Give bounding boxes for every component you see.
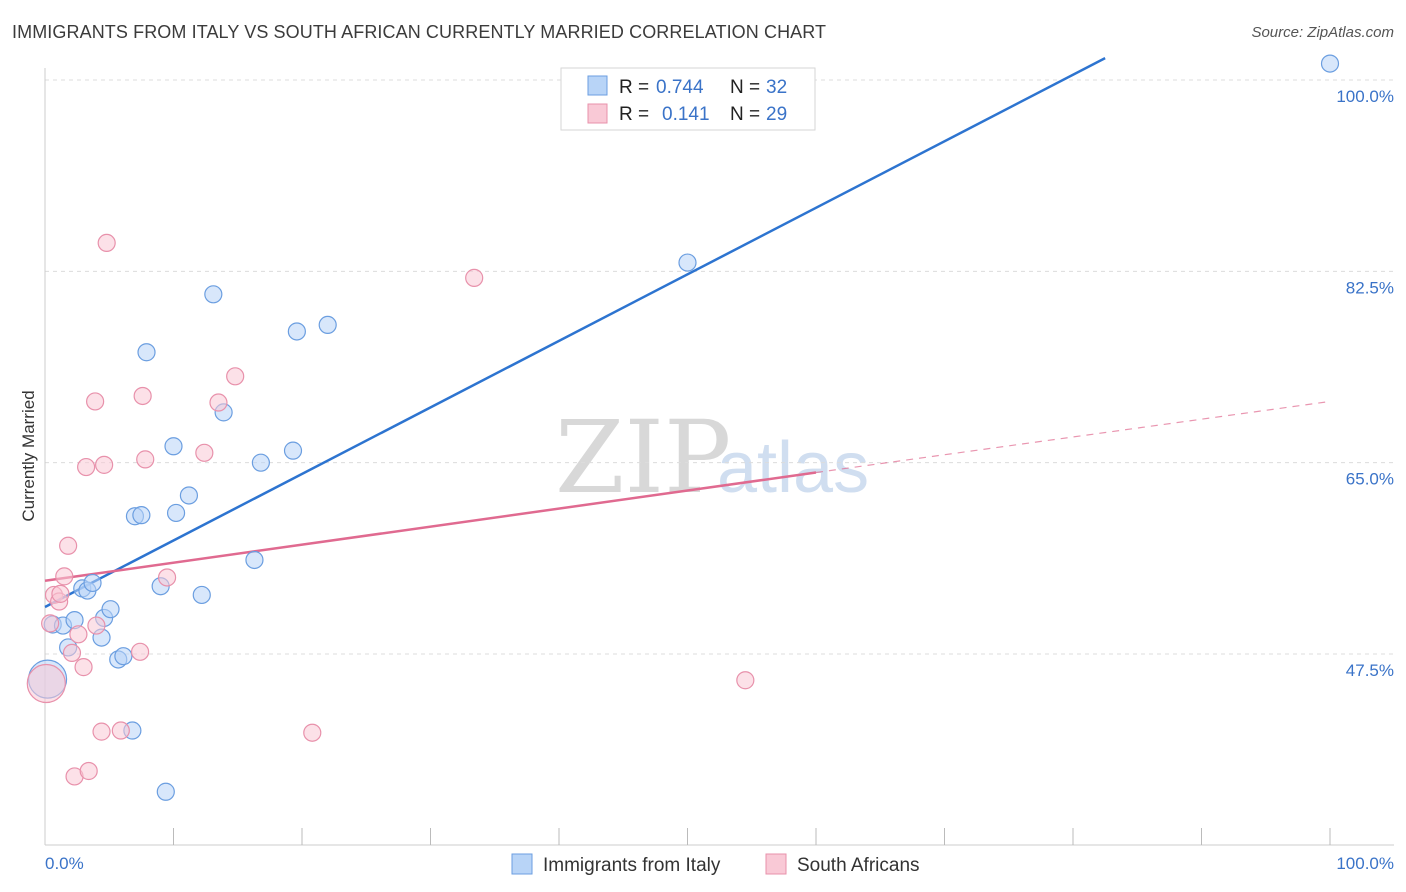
chart-title: IMMIGRANTS FROM ITALY VS SOUTH AFRICAN C… bbox=[12, 22, 827, 42]
italy-point bbox=[83, 573, 102, 593]
south-africans-point bbox=[26, 663, 66, 704]
italy-point bbox=[192, 585, 211, 605]
south-africans-point bbox=[62, 643, 82, 663]
italy-point bbox=[318, 315, 337, 335]
south-africans-point bbox=[130, 642, 150, 661]
south-africans-point bbox=[195, 443, 214, 462]
south-africans-point bbox=[95, 455, 114, 474]
series-legend-label-south-africans: South Africans bbox=[797, 855, 920, 876]
italy-point bbox=[283, 441, 303, 460]
legend-r-value-blue: 0.744 bbox=[656, 77, 704, 98]
south-africans-point bbox=[77, 457, 96, 477]
south-africans-point bbox=[209, 393, 228, 412]
italy-point bbox=[156, 782, 175, 801]
legend-r-label-pink: R = bbox=[619, 104, 649, 125]
italy-point bbox=[132, 506, 151, 525]
chart-source: Source: ZipAtlas.com bbox=[1251, 24, 1394, 41]
series-legend-swatch-south-africans bbox=[765, 853, 787, 875]
x-tick-label-max: 100.0% bbox=[1336, 854, 1394, 873]
italy-point bbox=[166, 503, 186, 523]
y-tick-label: 65.0% bbox=[1346, 470, 1394, 489]
series-legend-swatch-italy bbox=[511, 853, 533, 875]
italy-point bbox=[179, 486, 199, 505]
legend-n-label-pink: N = bbox=[730, 104, 760, 125]
south-africans-point bbox=[226, 367, 245, 386]
italy-point bbox=[678, 253, 697, 272]
south-africans-point bbox=[86, 392, 105, 411]
south-africans-point bbox=[465, 268, 484, 287]
y-tick-label: 47.5% bbox=[1346, 661, 1394, 680]
south-africans-point bbox=[41, 614, 60, 633]
y-tick-labels: 47.5% 65.0% 82.5% 100.0% bbox=[1336, 87, 1394, 680]
italy-point bbox=[101, 600, 120, 619]
legend-n-value-blue: 32 bbox=[766, 77, 787, 98]
south-africans-point bbox=[51, 584, 70, 603]
grid-lines bbox=[45, 79, 1394, 655]
legend-n-value-pink: 29 bbox=[766, 104, 787, 125]
y-axis-title: Currently Married bbox=[19, 390, 38, 521]
y-tick-label: 100.0% bbox=[1336, 87, 1394, 106]
south-africans-point bbox=[55, 567, 74, 586]
legend-r-label-blue: R = bbox=[619, 77, 649, 98]
series-legend-label-italy: Immigrants from Italy bbox=[543, 855, 721, 876]
south-africans-point bbox=[79, 761, 98, 781]
legend-n-label-blue: N = bbox=[730, 77, 760, 98]
legend-swatch-blue bbox=[587, 75, 608, 96]
south-africans-point bbox=[87, 616, 106, 635]
south-africans-point bbox=[157, 568, 177, 587]
legend-swatch-pink bbox=[587, 103, 608, 124]
trend-lines bbox=[44, 57, 1331, 609]
italy-point bbox=[114, 647, 133, 666]
watermark-atlas: atlas bbox=[717, 428, 869, 508]
italy-point bbox=[204, 285, 223, 304]
italy-point bbox=[287, 322, 306, 341]
south-africans-point bbox=[69, 625, 88, 644]
italy-point bbox=[245, 550, 264, 570]
south-africans-point bbox=[111, 721, 130, 740]
south-africans-point bbox=[92, 722, 111, 741]
series-legend: Immigrants from Italy South Africans bbox=[511, 853, 920, 876]
south-africans-point bbox=[736, 671, 755, 690]
trend-line-extension-south-africans bbox=[815, 400, 1331, 474]
legend: R = 0.744 N = 32 R = 0.141 N = 29 bbox=[560, 67, 816, 131]
axes bbox=[44, 68, 1394, 846]
watermark-zip: ZIP bbox=[555, 399, 731, 516]
data-points bbox=[26, 54, 1340, 801]
x-ticks bbox=[173, 828, 1331, 845]
trend-line-south-africans bbox=[44, 471, 817, 582]
x-tick-label-min: 0.0% bbox=[45, 854, 84, 873]
italy-point bbox=[1320, 54, 1340, 73]
trend-line-italy bbox=[44, 57, 1106, 609]
south-africans-point bbox=[59, 536, 78, 555]
south-africans-point bbox=[74, 658, 93, 677]
south-africans-point bbox=[97, 233, 116, 253]
y-tick-label: 82.5% bbox=[1346, 278, 1394, 297]
italy-point bbox=[137, 343, 156, 362]
south-africans-point bbox=[303, 723, 322, 742]
italy-point bbox=[251, 453, 270, 472]
south-africans-point bbox=[133, 386, 152, 406]
italy-point bbox=[164, 437, 183, 456]
south-africans-point bbox=[136, 450, 155, 469]
legend-r-value-pink: 0.141 bbox=[662, 104, 710, 125]
